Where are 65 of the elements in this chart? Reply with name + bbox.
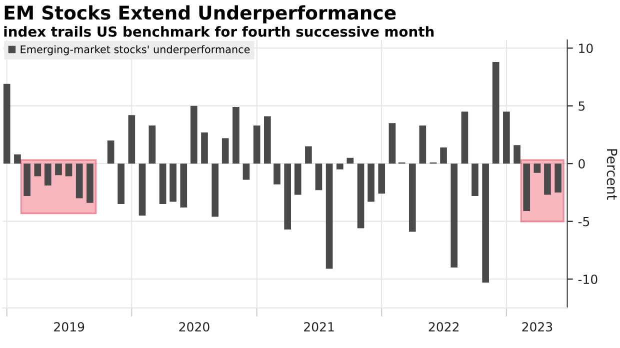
bar — [440, 147, 447, 164]
chart-subtitle: index trails US benchmark for fourth successive month — [4, 26, 434, 37]
bar — [305, 146, 312, 164]
bar — [450, 164, 458, 268]
bar — [264, 116, 271, 164]
bar — [148, 125, 156, 164]
bar — [76, 164, 83, 198]
bar — [503, 112, 510, 164]
bar — [86, 164, 94, 203]
y-tick-label: 0 — [578, 159, 585, 169]
bar — [544, 164, 551, 195]
bar — [534, 164, 541, 173]
bar — [274, 164, 280, 184]
bar — [3, 84, 10, 164]
x-tick-label: 2022 — [428, 322, 459, 332]
bar — [346, 158, 354, 164]
bar — [55, 164, 62, 176]
bar — [554, 164, 562, 192]
bar — [190, 106, 198, 164]
bar — [326, 164, 333, 269]
bar — [419, 125, 426, 164]
bar — [492, 62, 500, 164]
bar — [128, 115, 136, 164]
bar — [222, 138, 229, 164]
bar — [232, 107, 240, 164]
bar — [461, 112, 468, 164]
x-tick-label: 2020 — [179, 322, 210, 332]
bar — [138, 164, 146, 216]
bar — [65, 164, 72, 176]
bar — [14, 154, 21, 164]
bar — [253, 125, 260, 164]
bar — [408, 164, 416, 232]
x-tick-label: 2023 — [522, 322, 552, 332]
bar — [514, 145, 520, 164]
bar — [107, 140, 114, 164]
y-tick-label: 5 — [578, 101, 585, 111]
bar — [368, 164, 374, 202]
x-tick-label: 2021 — [304, 322, 334, 332]
y-tick-label: 10 — [579, 44, 593, 54]
bar — [118, 164, 124, 204]
bar — [336, 164, 344, 170]
bar — [482, 164, 489, 283]
chart-title: EM Stocks Extend Underperformance — [4, 5, 396, 24]
bar — [357, 164, 364, 228]
bar — [201, 132, 208, 164]
bar — [44, 164, 52, 186]
bar — [170, 164, 176, 202]
bar — [212, 164, 219, 217]
bar — [284, 164, 292, 230]
bar — [180, 164, 188, 208]
bar — [242, 164, 250, 180]
bar — [34, 164, 42, 176]
bar — [388, 123, 396, 164]
y-tick-label: -5 — [578, 216, 590, 226]
bar — [472, 164, 478, 196]
bar — [315, 164, 322, 190]
bar — [294, 164, 302, 195]
bar — [523, 164, 530, 211]
legend-label: Emerging-market stocks' underperformance — [20, 45, 250, 56]
bar — [378, 164, 386, 194]
x-tick-label: 2019 — [54, 322, 84, 332]
y-axis-title: Percent — [606, 149, 618, 200]
bar — [24, 164, 30, 196]
bar — [159, 164, 166, 204]
y-tick-label: -10 — [578, 274, 598, 284]
